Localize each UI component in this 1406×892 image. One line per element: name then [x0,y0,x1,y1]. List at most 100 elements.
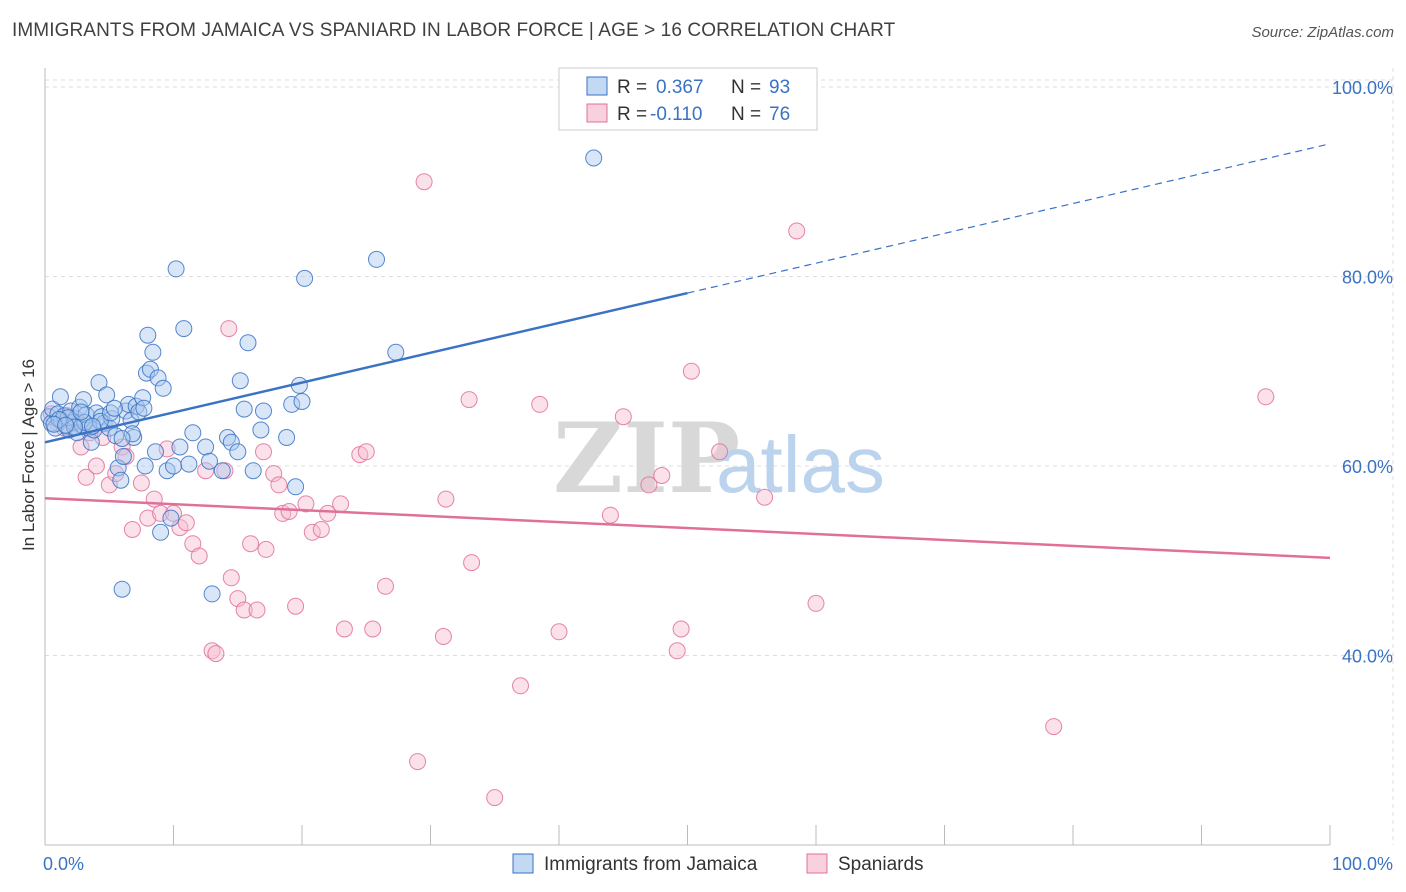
y-tick-label-2: 80.0% [1342,267,1393,287]
y-axis-label: In Labor Force | Age > 16 [19,359,38,551]
jamaica-point-46 [152,523,170,541]
jamaica-point-49 [162,509,180,527]
spaniards-point-51 [415,173,433,191]
y-tick-label-3: 100.0% [1332,78,1393,98]
legend-n-label-jamaica: N = [731,77,761,98]
spaniards-point-65 [672,620,690,638]
jamaica-point-59 [213,462,231,480]
gridlines [45,68,1394,845]
spaniards-point-69 [788,222,806,240]
jamaica-point-41 [139,326,157,344]
spaniards-point-50 [409,753,427,771]
jamaica-point-5 [51,388,69,406]
spaniards-point-14 [139,509,157,527]
jamaica-point-55 [184,424,202,442]
spaniards-point-34 [257,540,275,558]
legend-series: Immigrants from Jamaica Spaniards [512,853,924,875]
spaniards-point-23 [197,462,215,480]
spaniards-point-43 [319,504,337,522]
legend-r-label-spaniards: R = [617,104,647,125]
legend-n-label-spaniards: N = [731,104,761,125]
spaniards-point-13 [132,474,150,492]
jamaica-point-68 [255,402,272,420]
jamaica-point-56 [197,438,215,456]
spaniards-point-16 [152,504,170,522]
watermark-zip: ZIP [553,402,740,515]
jamaica-point-76 [387,343,405,361]
jamaica-point-77 [585,149,603,167]
spaniards-point-58 [531,395,549,413]
jamaica-point-30 [112,471,130,489]
source-credit: Source: ZipAtlas.com [1251,24,1394,41]
spaniards-point-52 [434,628,452,645]
jamaica-point-50 [165,457,182,475]
spaniards-point-36 [270,476,288,494]
spaniards-point-47 [357,443,375,461]
spaniards-point-64 [668,642,686,660]
legend-r-value-jamaica: 0.367 [656,77,704,98]
jamaica-point-87 [105,399,123,417]
spaniards-point-57 [512,677,529,695]
spaniards-point-53 [437,490,455,508]
bottom-legend-swatch-spaniards [806,853,828,874]
legend-n-value-spaniards: 76 [769,104,790,125]
jamaica-point-67 [252,421,270,439]
spaniards-point-72 [1257,388,1275,406]
spaniards-point-33 [255,443,272,461]
spaniards-point-68 [756,488,774,506]
jamaica-point-65 [239,334,257,352]
bottom-legend-label-spaniards: Spaniards [838,854,924,875]
jamaica-point-53 [175,320,193,338]
jamaica-point-57 [201,452,218,470]
legend-swatch-spaniards [586,103,608,123]
watermark: ZIP atlas [553,402,885,515]
jamaica-point-70 [283,395,301,413]
spaniards-point-4 [72,438,90,456]
bottom-legend-label-jamaica: Immigrants from Jamaica [544,854,758,875]
jamaica-point-83 [123,425,141,443]
legend-n-value-jamaica: 93 [769,77,790,98]
spaniards-point-40 [297,495,315,513]
spaniards-point-6 [87,457,105,475]
spaniards-point-56 [486,789,504,807]
spaniards-point-71 [1045,718,1063,736]
spaniards-point-30 [235,601,253,619]
spaniards-point-55 [463,554,481,572]
jamaica-point-89 [135,399,153,417]
jamaica-point-58 [203,585,221,603]
jamaica-point-44 [147,443,164,461]
spaniards-point-38 [280,503,298,520]
spaniards-point-27 [220,320,238,338]
y-tick-label-0: 40.0% [1342,646,1393,666]
spaniards-point-48 [364,620,382,638]
spaniards-point-61 [614,408,632,426]
jamaica-point-85 [72,403,90,421]
jamaica-point-54 [180,455,198,473]
spaniards-point-28 [222,569,240,587]
jamaica-point-62 [229,443,247,461]
spaniards-point-70 [807,594,825,612]
spaniards-point-67 [711,443,729,461]
spaniards-point-39 [287,597,305,615]
spaniards-point-60 [601,506,619,524]
x-tick-label-1: 100.0% [1332,854,1393,874]
spaniards-point-31 [242,535,260,553]
jamaica-point-92 [113,580,131,598]
spaniards-point-45 [335,620,353,638]
spaniards-point-25 [207,645,225,663]
jamaica-trend-dashed [687,143,1331,294]
jamaica-point-91 [57,416,75,434]
jamaica-point-69 [278,429,296,446]
jamaica-point-73 [293,393,311,410]
jamaica-point-51 [167,260,185,278]
legend-r-value-spaniards: -0.110 [650,104,702,125]
jamaica-point-25 [98,386,116,404]
jamaica-point-22 [90,374,108,392]
y-tick-labels: 40.0% 60.0% 80.0% 100.0% [1332,78,1393,667]
jamaica-point-75 [368,250,385,268]
bottom-legend-swatch-jamaica [512,853,534,874]
spaniards-point-20 [177,514,195,532]
x-tick-labels: 0.0% 100.0% [43,854,1393,874]
spaniards-point-44 [332,495,350,513]
spaniards-point-32 [248,601,266,619]
